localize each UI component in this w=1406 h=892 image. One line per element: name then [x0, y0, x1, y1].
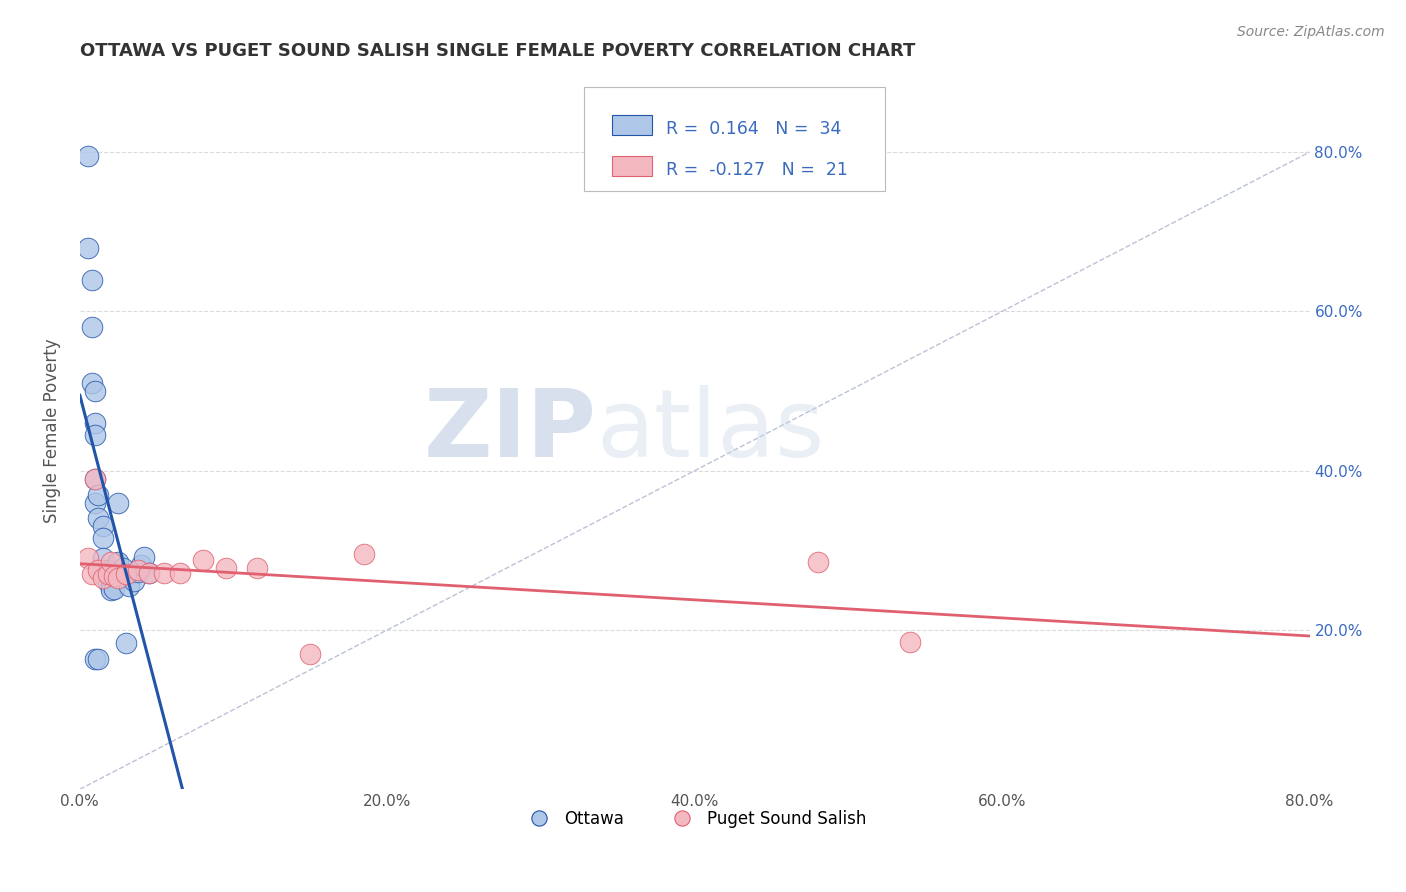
Point: [127, 563, 149, 577]
Point: [118, 579, 141, 593]
Point: [91, 571, 114, 585]
Point: [100, 567, 122, 582]
Point: [299, 647, 322, 661]
Point: [84, 384, 107, 398]
Legend: Ottawa, Puget Sound Salish: Ottawa, Puget Sound Salish: [516, 804, 873, 835]
Point: [82, 376, 104, 390]
Point: [91, 532, 114, 546]
Point: [107, 495, 129, 509]
Point: [84, 416, 107, 430]
Text: R =  0.164   N =  34: R = 0.164 N = 34: [666, 120, 842, 138]
Point: [96, 567, 118, 582]
Point: [100, 579, 122, 593]
Point: [115, 636, 138, 650]
Point: [138, 566, 160, 580]
Point: [111, 561, 134, 575]
Point: [191, 553, 214, 567]
Point: [134, 549, 156, 564]
Point: [807, 555, 830, 569]
Point: [100, 555, 122, 569]
Point: [84, 495, 107, 509]
Point: [898, 635, 921, 649]
FancyBboxPatch shape: [612, 155, 651, 176]
Point: [103, 568, 125, 582]
Point: [96, 563, 118, 577]
Point: [84, 472, 107, 486]
Point: [131, 558, 153, 572]
Point: [115, 568, 138, 582]
Point: [82, 320, 104, 334]
Y-axis label: Single Female Poverty: Single Female Poverty: [44, 338, 60, 523]
Point: [76, 149, 98, 163]
Point: [87, 511, 110, 525]
Point: [127, 565, 149, 579]
Point: [82, 272, 104, 286]
Point: [122, 574, 145, 588]
Point: [87, 652, 110, 666]
Text: ZIP: ZIP: [423, 384, 596, 477]
Point: [87, 487, 110, 501]
Point: [107, 571, 129, 585]
Point: [103, 582, 125, 596]
Point: [138, 566, 160, 580]
Point: [100, 583, 122, 598]
Point: [76, 241, 98, 255]
Point: [91, 551, 114, 566]
Point: [84, 652, 107, 666]
Point: [84, 427, 107, 442]
Point: [353, 547, 375, 561]
Text: OTTAWA VS PUGET SOUND SALISH SINGLE FEMALE POVERTY CORRELATION CHART: OTTAWA VS PUGET SOUND SALISH SINGLE FEMA…: [80, 42, 915, 60]
Point: [169, 566, 191, 580]
FancyBboxPatch shape: [612, 115, 651, 135]
Text: Source: ZipAtlas.com: Source: ZipAtlas.com: [1237, 25, 1385, 39]
Point: [82, 567, 104, 582]
Point: [153, 566, 176, 580]
Point: [96, 575, 118, 590]
FancyBboxPatch shape: [583, 87, 886, 191]
Point: [84, 472, 107, 486]
Point: [91, 519, 114, 533]
Point: [107, 555, 129, 569]
Point: [115, 567, 138, 582]
Text: atlas: atlas: [596, 384, 824, 477]
Point: [87, 563, 110, 577]
Point: [215, 561, 238, 575]
Point: [76, 551, 98, 566]
Text: R =  -0.127   N =  21: R = -0.127 N = 21: [666, 161, 848, 178]
Point: [246, 561, 269, 575]
